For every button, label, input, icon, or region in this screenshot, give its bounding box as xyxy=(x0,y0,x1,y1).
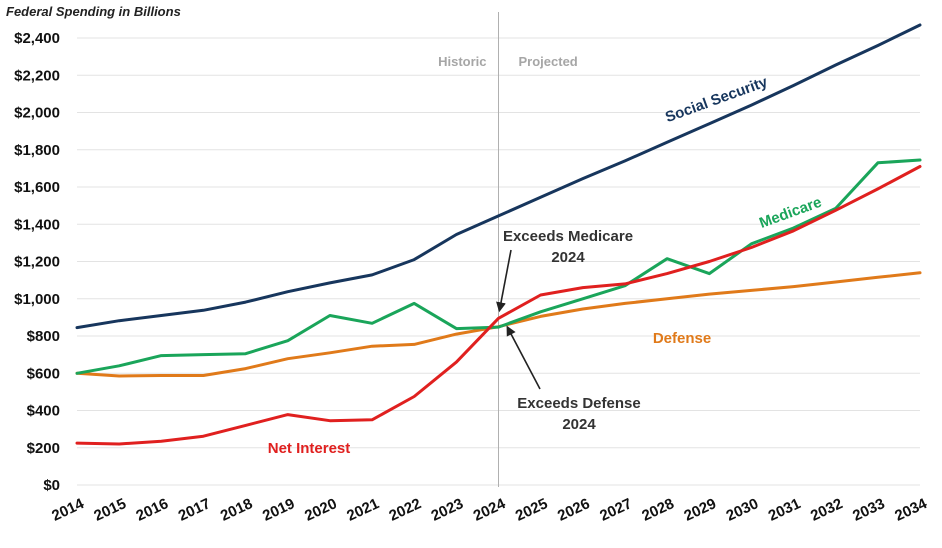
x-axis: 2014 2015 2016 2017 2018 2019 2020 2021 2022 2023… xyxy=(49,495,930,525)
chart-title: Federal Spending in Billions xyxy=(6,4,181,19)
y-tick-label: $0 xyxy=(43,477,60,494)
y-tick-label: $600 xyxy=(27,365,60,382)
projected-label: Projected xyxy=(519,54,578,69)
y-tick-label: $1,200 xyxy=(14,254,60,271)
x-tick-label: 2022 xyxy=(386,495,423,525)
x-tick-label: 2018 xyxy=(218,495,255,525)
x-tick-label: 2017 xyxy=(176,495,213,525)
series-line-medicare xyxy=(75,158,922,375)
x-tick-label: 2024 xyxy=(471,495,509,525)
x-tick-label: 2025 xyxy=(513,495,550,525)
y-tick-label: $1,000 xyxy=(14,291,60,308)
series-label-medicare: Medicare xyxy=(757,194,824,232)
series-label-social-security: Social Security xyxy=(663,73,770,126)
x-tick-label: 2028 xyxy=(639,495,676,525)
y-tick-label: $800 xyxy=(27,328,60,345)
annotation-arrow xyxy=(496,249,512,313)
x-tick-label: 2034 xyxy=(892,495,930,525)
annotations: Exceeds Medicare 2024 Exceeds Defense 2024 xyxy=(496,228,641,433)
y-tick-label: $2,000 xyxy=(14,105,60,122)
series-label-defense: Defense xyxy=(653,330,711,347)
y-tick-label: $1,800 xyxy=(14,142,60,159)
x-tick-label: 2029 xyxy=(682,495,719,525)
y-tick-label: $1,600 xyxy=(14,179,60,196)
annotation-text: 2024 xyxy=(551,249,585,266)
y-tick-label: $400 xyxy=(27,403,60,420)
series-line-social-security xyxy=(75,23,922,330)
x-tick-label: 2033 xyxy=(850,495,887,525)
x-tick-label: 2026 xyxy=(555,495,592,525)
y-axis: $0 $200 $400 $600 $800 $1,000 $1,200 $1,400 $1,6… xyxy=(14,30,60,494)
annotation-text: Exceeds Medicare xyxy=(503,228,633,245)
y-tick-label: $1,400 xyxy=(14,216,60,233)
annotation-arrow xyxy=(506,325,541,390)
x-tick-label: 2015 xyxy=(91,495,128,525)
series-lines xyxy=(75,23,922,446)
annotation-text: Exceeds Defense xyxy=(517,395,640,412)
x-tick-label: 2020 xyxy=(302,495,339,525)
x-tick-label: 2030 xyxy=(724,495,761,525)
x-tick-label: 2014 xyxy=(49,495,87,525)
x-tick-label: 2023 xyxy=(429,495,466,525)
x-tick-label: 2032 xyxy=(808,495,845,525)
y-tick-label: $2,200 xyxy=(14,67,60,84)
series-label-net-interest: Net Interest xyxy=(268,440,351,457)
x-tick-label: 2031 xyxy=(766,495,803,525)
x-tick-label: 2019 xyxy=(260,495,297,525)
y-tick-label: $2,400 xyxy=(14,30,60,47)
series-line-net-interest xyxy=(75,165,922,446)
x-tick-label: 2016 xyxy=(134,495,171,525)
annotation-text: 2024 xyxy=(562,416,596,433)
x-tick-label: 2021 xyxy=(344,495,381,525)
y-tick-label: $200 xyxy=(27,440,60,457)
historic-label: Historic xyxy=(438,54,486,69)
x-tick-label: 2027 xyxy=(597,495,634,525)
